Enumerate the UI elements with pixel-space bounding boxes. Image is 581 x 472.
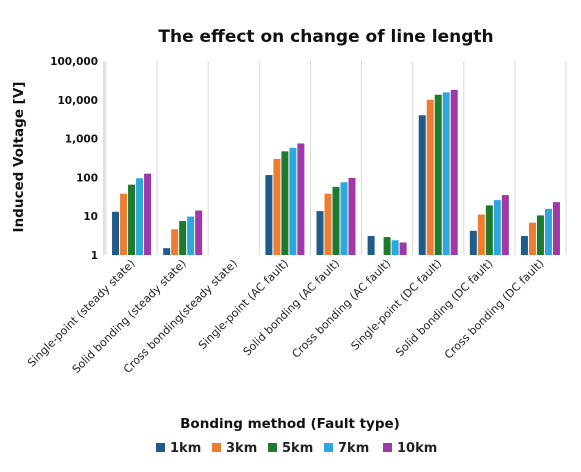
legend-swatch bbox=[212, 443, 221, 452]
legend-label: 5km bbox=[282, 441, 313, 456]
gridlines bbox=[105, 61, 567, 255]
bar bbox=[552, 202, 560, 255]
bar bbox=[450, 89, 458, 256]
y-tick-label: 10 bbox=[83, 211, 98, 223]
bars bbox=[112, 89, 560, 256]
bar bbox=[426, 99, 434, 255]
category-label: Solid bonding (AC fault) bbox=[241, 257, 342, 358]
legend-swatch bbox=[156, 443, 165, 452]
bar bbox=[273, 158, 281, 255]
bar bbox=[493, 200, 501, 255]
y-tick-label: 100 bbox=[76, 172, 98, 184]
legend-swatch bbox=[324, 443, 333, 452]
bar bbox=[332, 186, 340, 255]
bar bbox=[340, 182, 348, 255]
bar bbox=[289, 147, 297, 255]
y-axis-title: Induced Voltage [V] bbox=[11, 82, 27, 233]
bar bbox=[501, 195, 509, 255]
bar bbox=[367, 235, 375, 255]
bar bbox=[281, 151, 289, 255]
bar bbox=[179, 221, 187, 255]
bar bbox=[544, 208, 552, 255]
category-label: Single-point (steady state) bbox=[25, 257, 138, 370]
bar bbox=[348, 177, 356, 255]
category-label: Cross bonding (AC fault) bbox=[289, 257, 393, 361]
y-tick-label: 1,000 bbox=[65, 134, 98, 146]
bar bbox=[163, 248, 171, 255]
bar bbox=[187, 216, 195, 255]
category-label: Cross bonding (DC fault) bbox=[442, 257, 547, 362]
x-axis-title: Bonding method (Fault type) bbox=[180, 416, 400, 432]
legend: 1km 3km 5km 7km 10km bbox=[156, 441, 437, 456]
bar bbox=[136, 178, 144, 255]
bar bbox=[195, 210, 203, 255]
bar bbox=[520, 235, 528, 255]
bar bbox=[418, 115, 426, 255]
legend-label: 10km bbox=[397, 441, 437, 456]
bar bbox=[442, 92, 450, 255]
bar bbox=[528, 222, 536, 255]
bar bbox=[536, 215, 544, 255]
y-tick-label: 10,000 bbox=[57, 95, 98, 107]
bar bbox=[144, 173, 152, 255]
legend-label: 3km bbox=[226, 441, 257, 456]
bar bbox=[391, 240, 399, 255]
bar bbox=[316, 211, 324, 255]
bar bbox=[128, 184, 136, 255]
category-label: Solid bonding (DC fault) bbox=[393, 257, 495, 359]
bar bbox=[383, 237, 391, 255]
bar bbox=[434, 94, 442, 256]
bar bbox=[112, 211, 120, 255]
legend-label: 7km bbox=[338, 441, 369, 456]
bar bbox=[120, 193, 128, 255]
y-tick-label: 1 bbox=[91, 250, 98, 262]
legend-swatch bbox=[383, 443, 392, 452]
bar bbox=[399, 242, 407, 255]
category-label: Single-point (AC fault) bbox=[196, 257, 291, 352]
bar bbox=[297, 143, 305, 255]
legend-label: 1km bbox=[170, 441, 201, 456]
bar bbox=[485, 205, 493, 255]
chart-title: The effect on change of line length bbox=[158, 27, 493, 47]
bar bbox=[171, 229, 179, 255]
x-axis-categories: Single-point (steady state) Solid bonding… bbox=[25, 257, 547, 376]
bar bbox=[469, 230, 477, 255]
y-tick-label: 100,000 bbox=[50, 56, 98, 68]
y-axis-ticks: 1 10 100 1,000 10,000 100,000 bbox=[50, 56, 98, 262]
bar bbox=[265, 175, 273, 255]
bar bbox=[324, 193, 332, 255]
legend-swatch bbox=[268, 443, 277, 452]
category-label: Single-point (DC fault) bbox=[349, 257, 445, 353]
bar bbox=[477, 214, 485, 255]
